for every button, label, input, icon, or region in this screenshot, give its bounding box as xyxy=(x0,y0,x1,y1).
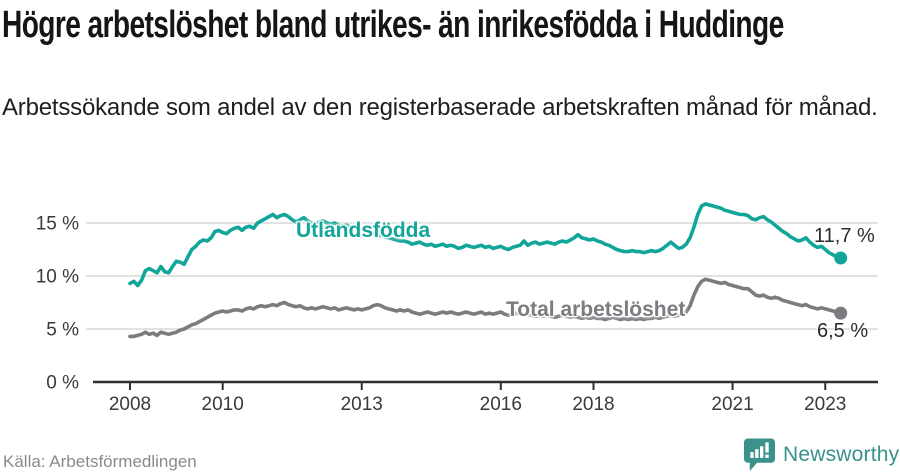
y-axis-tick-label: 15 % xyxy=(36,214,79,235)
series-label-total-arbetsloshet: Total arbetslöshet xyxy=(506,298,686,321)
series-line-total xyxy=(128,277,843,339)
series-end-dot-utlandsfodda xyxy=(834,251,848,265)
page-title: Högre arbetslöshet bland utrikes- än inr… xyxy=(2,4,784,46)
newsworthy-logo-text: Newsworthy xyxy=(783,443,900,466)
end-value-utlandsfodda: 11,7 % xyxy=(814,225,875,247)
source-caption: Källa: Arbetsförmedlingen xyxy=(3,452,197,471)
newsworthy-logo: Newsworthy xyxy=(744,438,899,472)
chart-subtitle: Arbetssökande som andel av den registerb… xyxy=(2,94,878,121)
x-axis-tick-label: 2008 xyxy=(109,394,151,415)
x-axis-tick-label: 2023 xyxy=(804,394,846,415)
series-end-dot-total xyxy=(834,306,848,320)
x-axis-tick-label: 2016 xyxy=(480,394,522,415)
end-value-total-arbetsloshet: 6,5 % xyxy=(817,320,869,342)
series-line-utlandsfodda xyxy=(128,202,843,288)
y-axis-tick-label: 0 % xyxy=(46,373,79,394)
x-axis-tick-label: 2021 xyxy=(711,394,753,415)
x-axis-tick-label: 2010 xyxy=(202,394,244,415)
y-axis-tick-label: 5 % xyxy=(46,320,79,341)
x-axis-tick-label: 2018 xyxy=(572,394,614,415)
x-axis-tick-label: 2013 xyxy=(341,394,383,415)
series-label-utlandsfodda: Utlandsfödda xyxy=(296,219,431,242)
y-axis-tick-label: 10 % xyxy=(36,267,79,288)
newsworthy-logo-icon xyxy=(744,438,775,471)
